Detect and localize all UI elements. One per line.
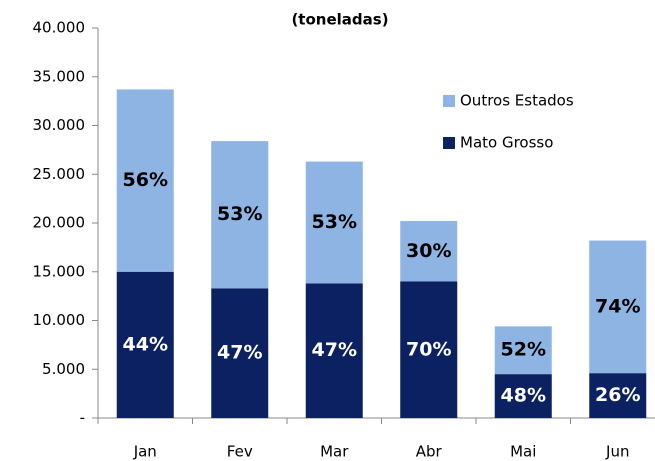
bar-label: 53% bbox=[217, 203, 262, 225]
bar-segment bbox=[494, 374, 552, 418]
bar-segment bbox=[116, 271, 174, 418]
y-tick-label: 30.000 bbox=[33, 116, 86, 134]
bar-label: 44% bbox=[123, 333, 168, 355]
x-tick-label: Fev bbox=[227, 443, 253, 461]
bar-label: 74% bbox=[595, 295, 640, 317]
chart-subtitle: (toneladas) bbox=[291, 11, 388, 29]
bar-label: 56% bbox=[123, 169, 168, 191]
bar-segment bbox=[305, 283, 363, 418]
bar-label: 30% bbox=[406, 240, 451, 262]
legend-swatch bbox=[443, 137, 455, 149]
y-tick-label: 15.000 bbox=[33, 262, 86, 280]
bar-label: 70% bbox=[406, 338, 451, 360]
bar-segment bbox=[400, 281, 458, 418]
bar-segment bbox=[589, 240, 647, 374]
y-tick-label: - bbox=[80, 409, 85, 427]
bar-segment bbox=[211, 288, 269, 418]
x-tick-label: Mar bbox=[320, 443, 349, 461]
bar-label: 47% bbox=[312, 339, 357, 361]
bar-segment bbox=[305, 161, 363, 284]
legend-swatch bbox=[443, 95, 455, 107]
legend-label: Mato Grosso bbox=[460, 134, 553, 152]
x-tick-label: Mai bbox=[510, 443, 536, 461]
legend-label: Outros Estados bbox=[460, 92, 574, 110]
y-tick-label: 40.000 bbox=[33, 19, 86, 37]
x-tick-label: Jan bbox=[133, 443, 157, 461]
x-tick-label: Jun bbox=[605, 443, 629, 461]
bar-segment bbox=[116, 89, 174, 272]
bar-label: 26% bbox=[595, 384, 640, 406]
bar-segment bbox=[400, 221, 458, 282]
y-tick-label: 25.000 bbox=[33, 165, 86, 183]
bar-segment bbox=[494, 326, 552, 375]
y-tick-label: 10.000 bbox=[33, 311, 86, 329]
bar-segment bbox=[589, 373, 647, 418]
y-tick-label: 20.000 bbox=[33, 214, 86, 232]
y-tick-label: 35.000 bbox=[33, 67, 86, 85]
bar-label: 52% bbox=[501, 339, 546, 361]
bar-label: 47% bbox=[217, 342, 262, 364]
bar-segment bbox=[211, 141, 269, 289]
x-tick-label: Abr bbox=[416, 443, 443, 461]
bar-label: 53% bbox=[312, 211, 357, 233]
y-tick-label: 5.000 bbox=[42, 360, 85, 378]
bar-label: 48% bbox=[501, 385, 546, 407]
